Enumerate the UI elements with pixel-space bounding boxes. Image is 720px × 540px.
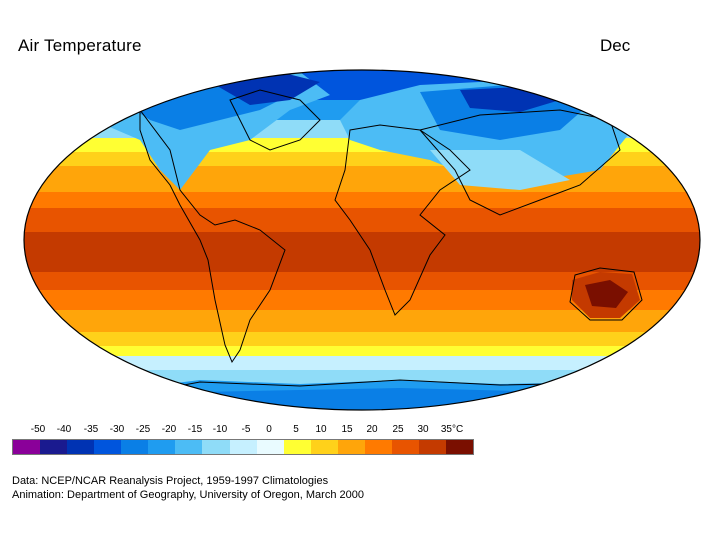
legend-swatch (256, 440, 284, 454)
legend-tick: 35°C (440, 424, 464, 435)
legend-swatch (13, 440, 41, 454)
legend-swatch (121, 440, 149, 454)
legend-tick: -35 (83, 424, 99, 435)
legend-tick: 15 (341, 424, 353, 435)
legend-tick: -50 (30, 424, 46, 435)
color-legend (12, 439, 474, 455)
legend-swatch (202, 440, 230, 454)
data-credit: Data: NCEP/NCAR Reanalysis Project, 1959… (12, 475, 329, 487)
legend-swatch (446, 440, 474, 454)
map-border (23, 69, 701, 411)
legend-tick: -25 (135, 424, 151, 435)
legend-tick: 25 (392, 424, 404, 435)
legend-tick: -40 (56, 424, 72, 435)
legend-tick: 0 (266, 424, 272, 435)
legend-swatch (310, 440, 338, 454)
legend-tick: -30 (109, 424, 125, 435)
legend-swatch (229, 440, 257, 454)
legend-tick: -5 (241, 424, 251, 435)
legend-swatch (337, 440, 365, 454)
legend-tick: -20 (161, 424, 177, 435)
legend-tick: -15 (187, 424, 203, 435)
legend-tick: 20 (366, 424, 378, 435)
map-title: Air Temperature (18, 36, 142, 55)
legend-tick: 30 (417, 424, 429, 435)
legend-swatch (418, 440, 446, 454)
temperature-field (24, 70, 700, 410)
legend-swatch (364, 440, 392, 454)
legend-swatch (67, 440, 95, 454)
legend-labels: -50 -40 -35 -30 -25 -20 -15 -10 -5 0 5 1… (0, 424, 720, 440)
animation-credit: Animation: Department of Geography, Univ… (12, 489, 364, 501)
legend-swatch (94, 440, 122, 454)
legend-tick: 5 (293, 424, 299, 435)
credits: Data: NCEP/NCAR Reanalysis Project, 1959… (12, 474, 364, 502)
legend-tick: 10 (315, 424, 327, 435)
legend-tick: -10 (212, 424, 228, 435)
legend-swatch (175, 440, 203, 454)
legend-swatch (391, 440, 419, 454)
legend-swatch (40, 440, 68, 454)
legend-swatch (283, 440, 311, 454)
month-label: Dec (600, 36, 631, 55)
legend-swatch (148, 440, 176, 454)
coastlines (129, 89, 661, 396)
